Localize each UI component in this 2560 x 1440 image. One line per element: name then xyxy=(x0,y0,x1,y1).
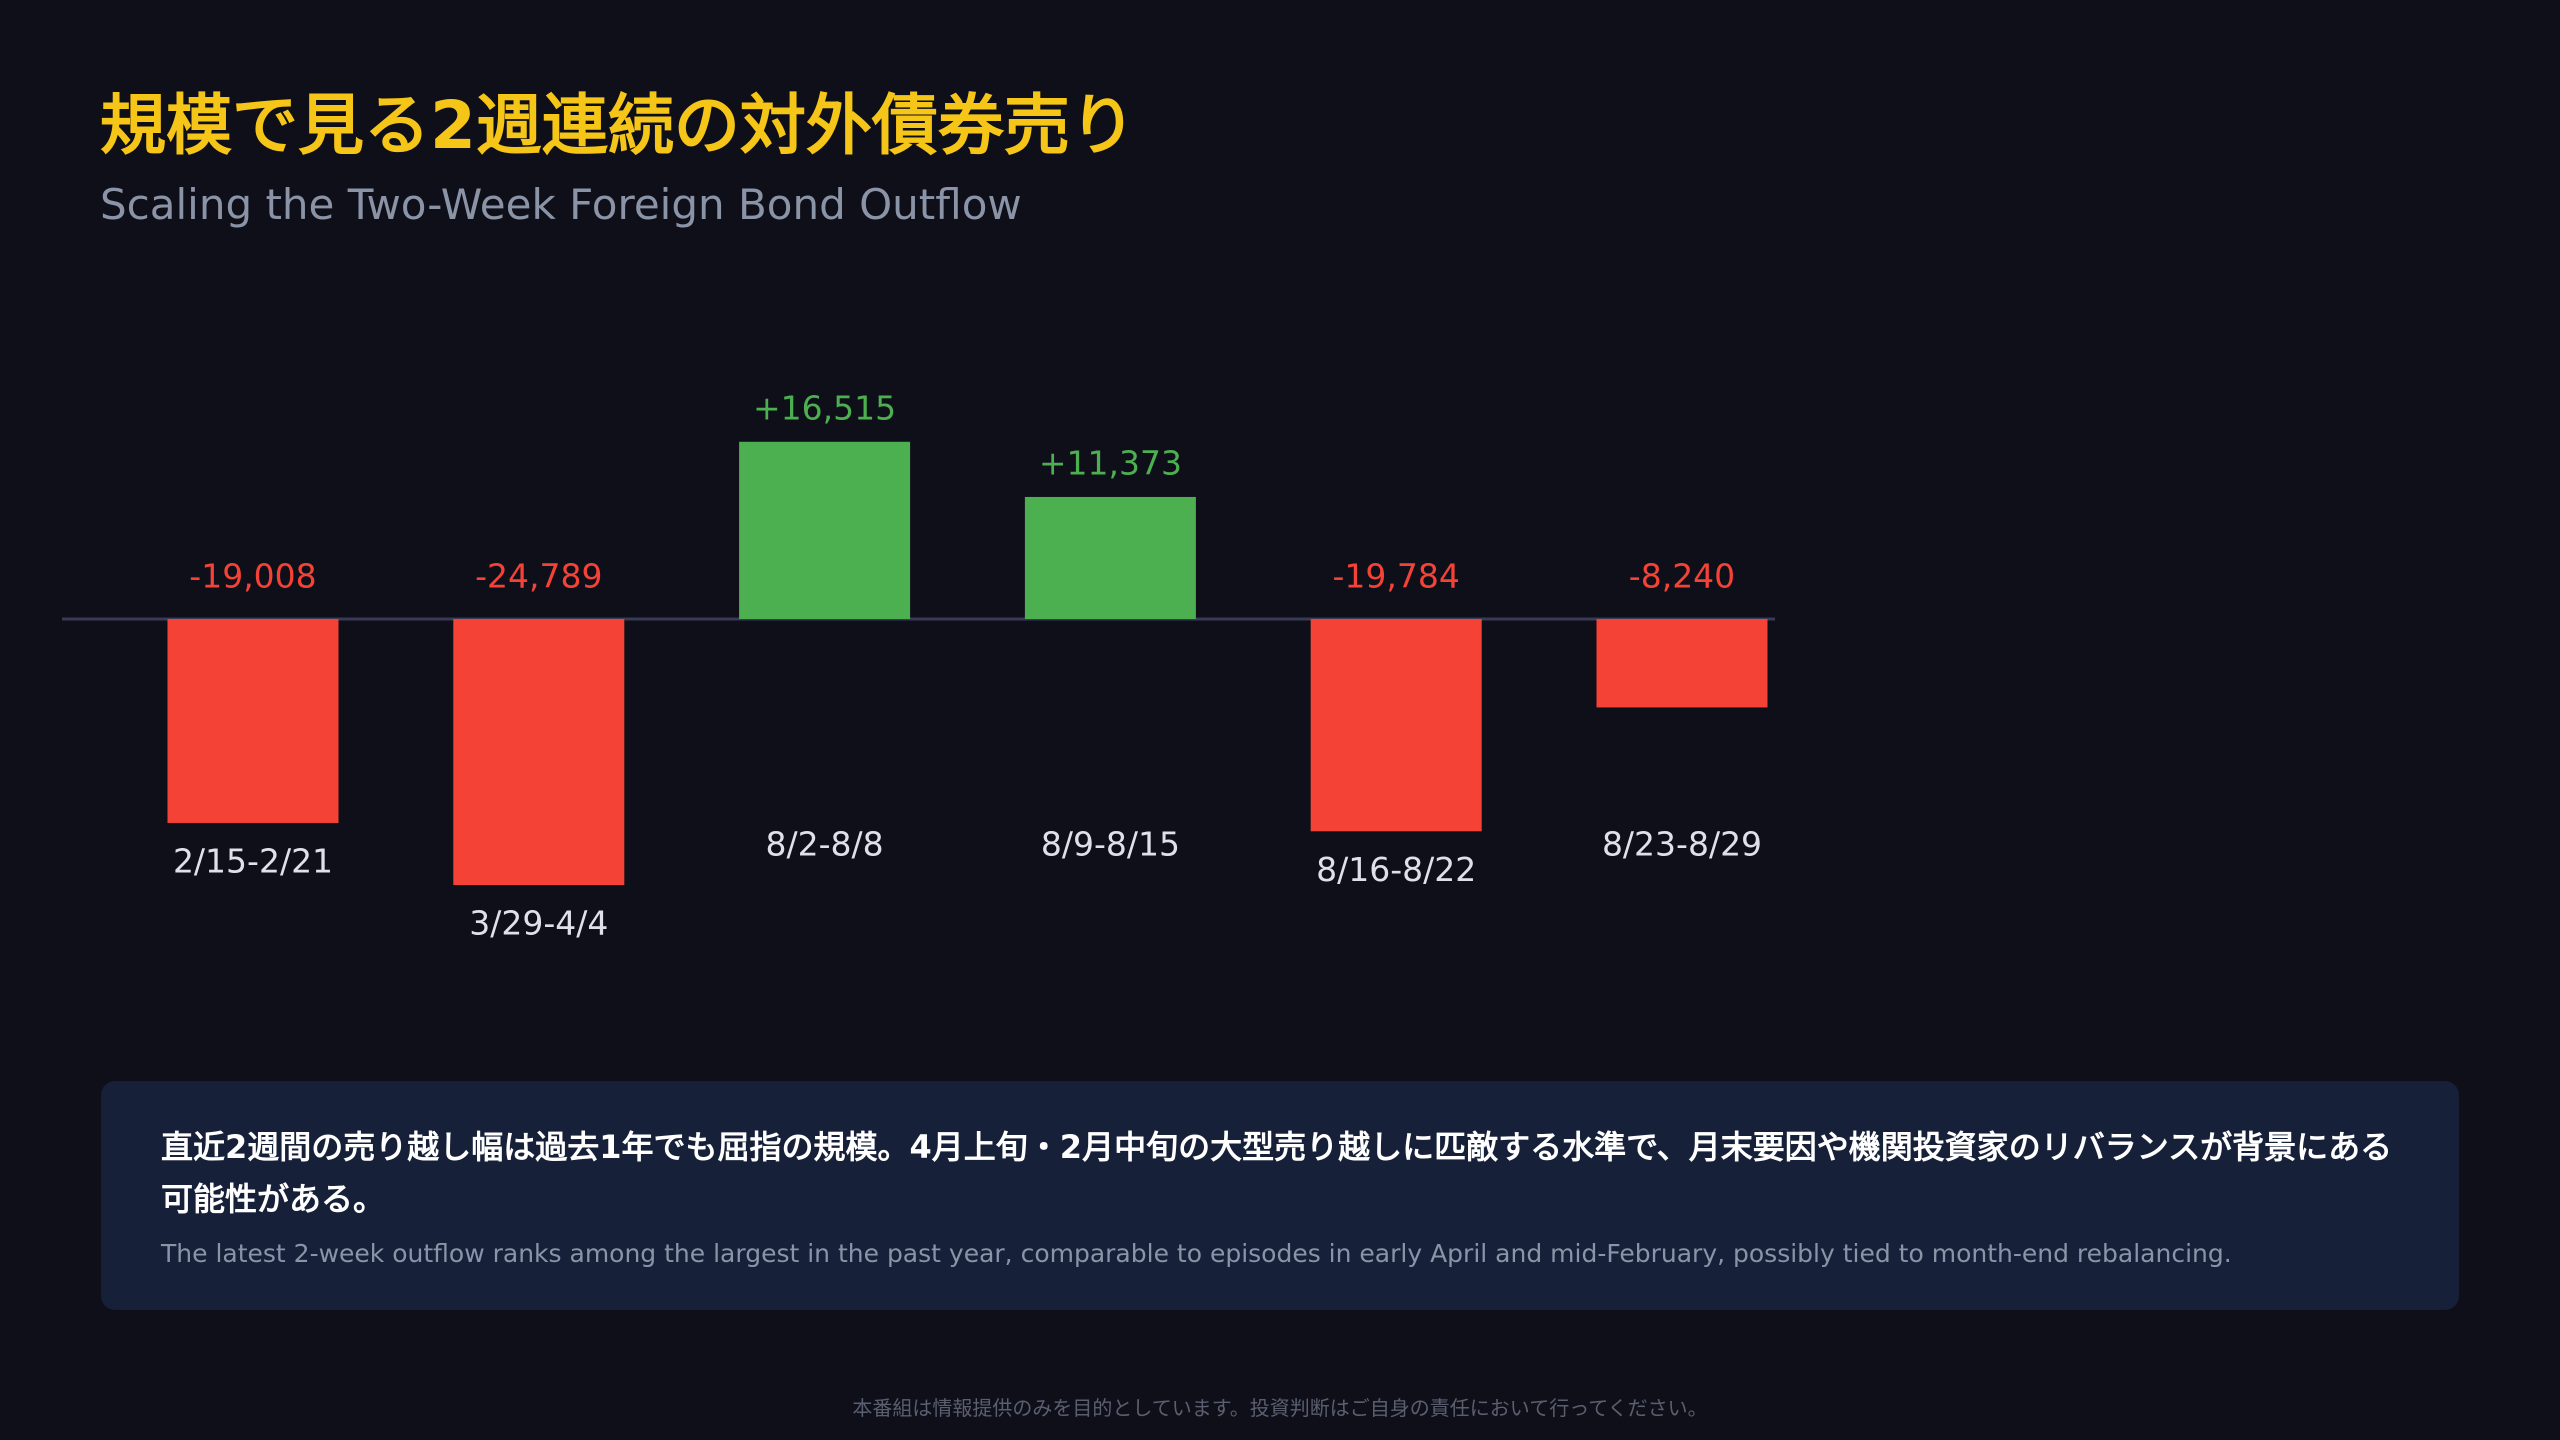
value-label: +16,515 xyxy=(753,388,896,427)
x-tick-label: 3/29-4/4 xyxy=(469,904,608,943)
bar xyxy=(1310,619,1482,832)
bar xyxy=(453,619,625,885)
bar xyxy=(167,619,339,823)
x-tick-label: 8/2-8/8 xyxy=(766,825,884,864)
value-label: -19,784 xyxy=(1333,557,1460,596)
disclaimer: 本番組は情報提供のみを目的としています。投資判断はご自身の責任において行ってくだ… xyxy=(852,1396,1708,1420)
value-label: -19,008 xyxy=(189,557,316,596)
bar xyxy=(1024,496,1196,619)
note-box: 直近2週間の売り越し幅は過去1年でも屈指の規模。4月上旬・2月中旬の大型売り越し… xyxy=(101,1081,2459,1310)
title: 規模で見る2週連続の対外債券売り xyxy=(100,87,1136,164)
x-tick-label: 8/9-8/15 xyxy=(1041,825,1180,864)
x-tick-label: 8/16-8/22 xyxy=(1316,850,1476,889)
x-tick-label: 2/15-2/21 xyxy=(173,841,333,880)
note-text: 直近2週間の売り越し幅は過去1年でも屈指の規模。4月上旬・2月中旬の大型売り越し… xyxy=(161,1128,2393,1218)
value-label: -8,240 xyxy=(1629,557,1735,596)
x-tick-label: 8/23-8/29 xyxy=(1602,825,1762,864)
bar xyxy=(739,441,911,619)
subtitle: Scaling the Two-Week Foreign Bond Outflo… xyxy=(100,180,1022,229)
value-label: -24,789 xyxy=(475,557,602,596)
chart: -19,008 2/15-2/21 -24,789 3/29-4/4 +16,515 8/… xyxy=(62,388,1775,943)
bar xyxy=(1596,619,1768,708)
note-text-en: The latest 2-week outflow ranks among th… xyxy=(161,1239,2232,1268)
value-label: +11,373 xyxy=(1039,443,1182,482)
